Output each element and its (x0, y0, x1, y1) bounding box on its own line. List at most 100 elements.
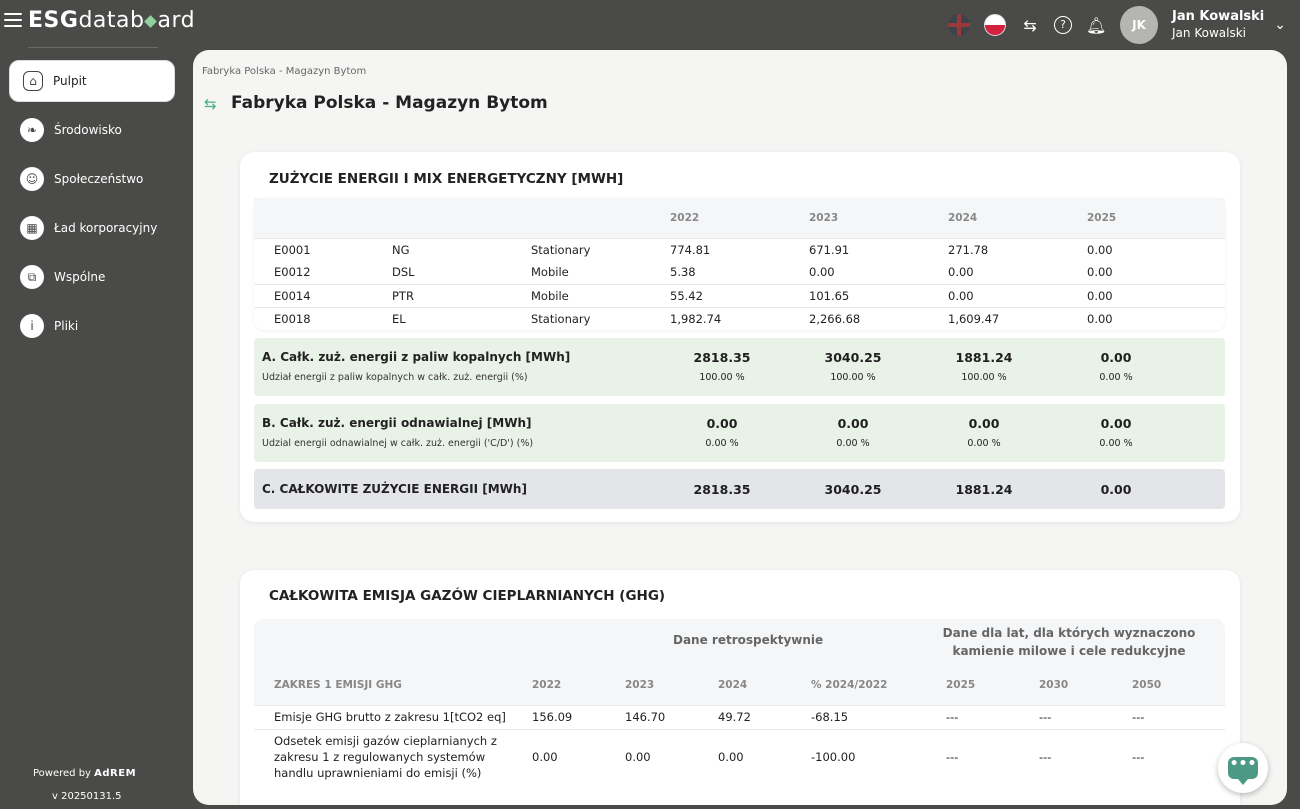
sidebar-item-label: Ład korporacyjny (54, 221, 158, 235)
table-cell: -100.00 (811, 728, 946, 785)
targets-group-label: Dane dla lat, dla których wyznaczono kam… (942, 626, 1196, 658)
sidebar-item-label: Pulpit (53, 74, 87, 88)
column-header: 2023 (625, 665, 718, 705)
table-cell: 49.72 (718, 704, 811, 729)
total-summary: C. CAŁKOWITE ZUŻYCIE ENERGII [MWh] 2818.… (254, 469, 1225, 509)
year-header: 2024 (948, 198, 1087, 238)
home-icon: ⌂ (23, 71, 43, 91)
sidebar-item-0[interactable]: ⌂ Pulpit (9, 60, 175, 102)
table-cell: -68.15 (811, 704, 946, 729)
table-cell: PTR (392, 283, 531, 307)
sidebar-item-1[interactable]: ❧ Środowisko (9, 109, 175, 151)
value: 2818.35 (693, 482, 751, 497)
ghg-group-header: Dane retrospektywnie Dane dla lat, dla k… (254, 619, 1225, 665)
table-cell: 2,266.68 (809, 306, 948, 330)
table-cell: --- (946, 704, 1039, 729)
table-cell: E0018 (254, 306, 392, 330)
column-header: 2050 (1132, 665, 1225, 705)
value: 1881.24 (955, 482, 1013, 497)
percent: 100.00 % (699, 372, 745, 383)
copy-icon: ⧉ (20, 265, 44, 289)
year-header: 2022 (670, 198, 809, 238)
table-cell: --- (1132, 728, 1225, 785)
swap-icon[interactable]: ⇆ (1023, 15, 1037, 35)
table-cell: --- (1132, 704, 1225, 729)
sidebar-item-2[interactable]: ☺ Społeczeństwo (9, 158, 175, 200)
chat-button[interactable]: ••• (1218, 743, 1268, 793)
sidebar-item-label: Pliki (54, 319, 79, 333)
top-bar: ESGdatab ard ⇆ ? 🔔︎ JK Jan Kowalski Jan K… (0, 0, 1300, 48)
ghg-table: ZAKRES 1 EMISJI GHG 2022 2023 2024% 2024/20… (254, 665, 1225, 785)
table-cell: 0.00 (809, 265, 835, 280)
value: 0.00 (1100, 416, 1132, 431)
column-header: ZAKRES 1 EMISJI GHG (254, 665, 532, 705)
table-cell: 0.00 (1087, 283, 1225, 307)
ghg-card-title: CAŁKOWITA EMISJA GAZÓW CIEPLARNIANYCH (G… (269, 588, 666, 604)
percent: 0.00 % (705, 438, 739, 449)
pl-flag-icon[interactable] (984, 14, 1007, 36)
table-row: E0018 EL Stationary 1,982.74 2,266.68 1,609.4… (254, 306, 1225, 330)
sidebar-item-label: Wspólne (54, 270, 106, 284)
table-cell: 271.78 (948, 237, 1087, 261)
table-row: E0014 PTR Mobile 55.42 101.65 0.00 0.00 (254, 283, 1225, 307)
version-label: v 20250131.5 (52, 791, 122, 802)
table-cell: 156.09 (532, 704, 625, 729)
sidebar-item-4[interactable]: ⧉ Wspólne (9, 256, 175, 298)
table-cell: 101.65 (809, 283, 948, 307)
grid-icon: ▦ (20, 216, 44, 240)
table-cell: 0.00 (1087, 306, 1225, 330)
fossil-label: A. Całk. zuż. energii z paliw kopalnych … (262, 350, 571, 364)
table-cell: 0.00 (718, 728, 811, 785)
powered-by: Powered by AdREM (33, 768, 137, 779)
user-name: Jan Kowalski (1172, 9, 1265, 24)
year-header: 2025 (1087, 198, 1225, 238)
people-icon: ☺ (20, 167, 44, 191)
divider (28, 47, 158, 48)
value: 3040.25 (824, 350, 882, 365)
table-cell: 55.42 (670, 283, 809, 307)
table-cell: Mobile (531, 265, 569, 280)
table-cell: 0.00 (948, 265, 974, 280)
table-cell: EL (392, 306, 531, 330)
chevron-down-icon[interactable]: ⌄ (1274, 17, 1286, 33)
energy-table: 2022 2023 2024 2025 E0001 NG Stationary 774… (254, 198, 1225, 330)
value: 1881.24 (955, 350, 1013, 365)
table-cell: Mobile (531, 283, 670, 307)
column-header: 2030 (1039, 665, 1132, 705)
swap-location-icon[interactable]: ⇆ (204, 95, 217, 113)
table-cell: --- (946, 728, 1039, 785)
bell-icon[interactable]: 🔔︎ (1086, 15, 1107, 35)
percent: 0.00 % (836, 438, 870, 449)
sidebar-item-5[interactable]: i Pliki (9, 305, 175, 347)
page-title: Fabryka Polska - Magazyn Bytom (231, 93, 548, 113)
uk-flag-icon[interactable] (948, 14, 971, 36)
ghg-card: CAŁKOWITA EMISJA GAZÓW CIEPLARNIANYCH (G… (240, 570, 1240, 805)
table-cell: 1,609.47 (948, 306, 1087, 330)
help-icon[interactable]: ? (1054, 16, 1073, 34)
energy-card: ZUŻYCIE ENERGII I MIX ENERGETYCZNY [MWH]… (240, 152, 1240, 522)
breadcrumb[interactable]: Fabryka Polska - Magazyn Bytom (202, 66, 367, 77)
value: 0.00 (837, 416, 869, 431)
table-cell: --- (1039, 728, 1132, 785)
table-cell: 1,982.74 (670, 306, 809, 330)
value: 3040.25 (824, 482, 882, 497)
app-logo[interactable]: ESGdatab ard (28, 8, 196, 33)
avatar[interactable]: JK (1120, 6, 1159, 44)
sidebar: ⌂ Pulpit ❧ Środowisko ☺ Społeczeństwo ▦ Ład kor… (0, 60, 186, 354)
sidebar-item-label: Środowisko (54, 123, 122, 137)
info-icon: i (20, 314, 44, 338)
sidebar-item-3[interactable]: ▦ Ład korporacyjny (9, 207, 175, 249)
renewable-sublabel: Udzial energii odnawialnej w całk. zuż. … (262, 438, 534, 449)
user-menu[interactable]: Jan Kowalski Jan Kowalski (1172, 9, 1264, 41)
leaf-icon: ❧ (20, 118, 44, 142)
table-cell: Stationary (531, 237, 670, 261)
table-cell: Odsetek emisji gazów cieplarnianych z za… (254, 728, 532, 785)
table-cell: 0.00 (1087, 237, 1225, 261)
value: 0.00 (1100, 350, 1132, 365)
menu-icon[interactable] (4, 13, 22, 31)
user-subtitle: Jan Kowalski (1172, 26, 1246, 40)
renewable-label: B. Całk. zuż. energii odnawialnej [MWh] (262, 416, 532, 430)
table-cell: 774.81 (670, 237, 809, 261)
table-row: Emisje GHG brutto z zakresu 1[tCO2 eq] 15… (254, 704, 1225, 729)
fossil-summary: A. Całk. zuż. energii z paliw kopalnych … (254, 338, 1225, 396)
